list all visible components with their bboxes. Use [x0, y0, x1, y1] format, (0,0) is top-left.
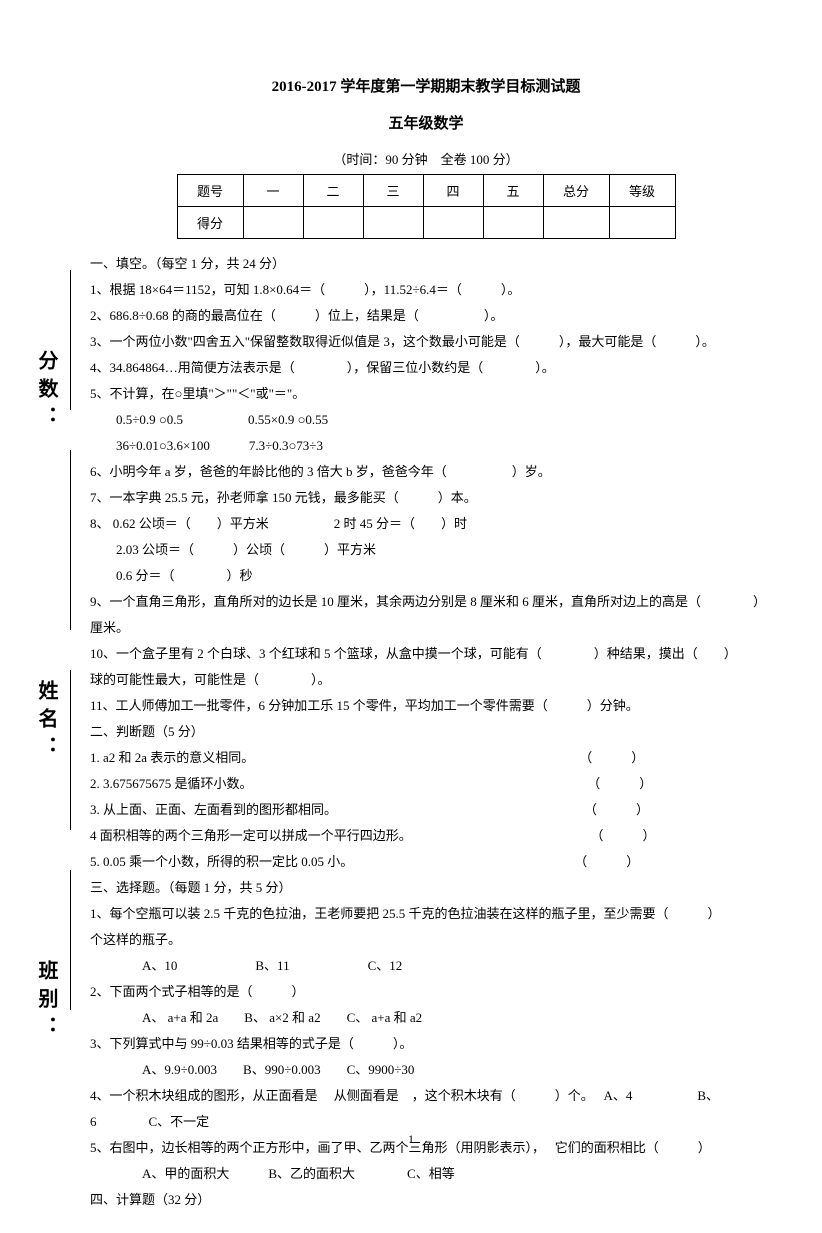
- question: 4、一个积木块组成的图形，从正面看是 从侧面看是 ，这个积木块有（ ）个。 A、…: [90, 1083, 762, 1109]
- question: 3、下列算式中与 99÷0.03 结果相等的式子是（ ）。: [90, 1031, 762, 1057]
- question: 3. 从上面、正面、左面看到的图形都相同。 （ ）: [90, 797, 762, 823]
- th-total: 总分: [543, 175, 609, 207]
- td-blank: [303, 207, 363, 239]
- question-options: A、 a+a 和 2a B、 a×2 和 a2 C、 a+a 和 a2: [90, 1005, 762, 1031]
- questions: 一、填空。（每空 1 分，共 24 分） 1、根据 18×64＝1152，可知 …: [90, 251, 762, 1213]
- question: 1、每个空瓶可以装 2.5 千克的色拉油，王老师要把 25.5 千克的色拉油装在…: [90, 901, 762, 927]
- question: 1. a2 和 2a 表示的意义相同。 （ ）: [90, 745, 762, 771]
- question-options: A、9.9÷0.003 B、990÷0.003 C、9900÷30: [90, 1057, 762, 1083]
- question: 2、下面两个式子相等的是（ ）: [90, 979, 762, 1005]
- question: 9、一个直角三角形，直角所对的边长是 10 厘米，其余两边分别是 8 厘米和 6…: [90, 589, 762, 615]
- question-options: A、10 B、11 C、12: [90, 953, 762, 979]
- section-head: 一、填空。（每空 1 分，共 24 分）: [90, 251, 762, 277]
- question: 1、根据 18×64＝1152，可知 1.8×0.64＝（ ），11.52÷6.…: [90, 277, 762, 303]
- th-num: 二: [303, 175, 363, 207]
- question: 2、686.8÷0.68 的商的最高位在（ ）位上，结果是（ ）。: [90, 303, 762, 329]
- question: 11、工人师傅加工一批零件，6 分钟加工乐 15 个零件，平均加工一个零件需要（…: [90, 693, 762, 719]
- score-table: 题号 一 二 三 四 五 总分 等级 得分: [177, 174, 676, 239]
- td-blank: [243, 207, 303, 239]
- exam-title: 2016-2017 学年度第一学期期末教学目标测试题: [90, 75, 762, 96]
- question-sub: 0.5÷0.9 ○0.5 0.55×0.9 ○0.55: [90, 407, 762, 433]
- section-head: 四、计算题（32 分）: [90, 1187, 762, 1213]
- question: 6、小明今年 a 岁，爸爸的年龄比他的 3 倍大 b 岁，爸爸今年（ ）岁。: [90, 459, 762, 485]
- question-cont: 厘米。: [90, 615, 762, 641]
- table-row: 得分: [177, 207, 675, 239]
- question-cont: 球的可能性最大，可能性是（ ）。: [90, 667, 762, 693]
- section-head: 二、判断题（5 分）: [90, 719, 762, 745]
- td-blank: [609, 207, 675, 239]
- question-cont: 个这样的瓶子。: [90, 927, 762, 953]
- exam-subject: 五年级数学: [90, 112, 762, 133]
- th-num: 一: [243, 175, 303, 207]
- question: 7、一本字典 25.5 元，孙老师拿 150 元钱，最多能买（ ）本。: [90, 485, 762, 511]
- question: 8、 0.62 公顷＝（ ）平方米 2 时 45 分＝（ ）时: [90, 511, 762, 537]
- question-sub: 36÷0.01○3.6×100 7.3÷0.3○73÷3: [90, 433, 762, 459]
- question: 2. 3.675675675 是循环小数。 （ ）: [90, 771, 762, 797]
- section-head: 三、选择题。（每题 1 分，共 5 分）: [90, 875, 762, 901]
- th-num: 五: [483, 175, 543, 207]
- th-label: 题号: [177, 175, 243, 207]
- question-sub: 2.03 公顷＝（ ）公顷（ ）平方米: [90, 537, 762, 563]
- td-label: 得分: [177, 207, 243, 239]
- page-content: 2016-2017 学年度第一学期期末教学目标测试题 五年级数学 （时间：90 …: [0, 0, 822, 1233]
- question-sub: 0.6 分＝（ ）秒: [90, 563, 762, 589]
- td-blank: [363, 207, 423, 239]
- th-num: 四: [423, 175, 483, 207]
- th-grade: 等级: [609, 175, 675, 207]
- question: 4、34.864864…用简便方法表示是（ ），保留三位小数约是（ ）。: [90, 355, 762, 381]
- td-blank: [483, 207, 543, 239]
- exam-meta: （时间：90 分钟 全卷 100 分）: [90, 149, 762, 168]
- td-blank: [543, 207, 609, 239]
- th-num: 三: [363, 175, 423, 207]
- question: 10、一个盒子里有 2 个白球、3 个红球和 5 个篮球，从盒中摸一个球，可能有…: [90, 641, 762, 667]
- table-row: 题号 一 二 三 四 五 总分 等级: [177, 175, 675, 207]
- question: 5、不计算，在○里填"＞""＜"或"＝"。: [90, 381, 762, 407]
- page-number: 1: [0, 1132, 822, 1147]
- question: 5. 0.05 乘一个小数，所得的积一定比 0.05 小。 （ ）: [90, 849, 762, 875]
- question: 4 面积相等的两个三角形一定可以拼成一个平行四边形。 （ ）: [90, 823, 762, 849]
- question: 3、一个两位小数"四舍五入"保留整数取得近似值是 3，这个数最小可能是（ ），最…: [90, 329, 762, 355]
- td-blank: [423, 207, 483, 239]
